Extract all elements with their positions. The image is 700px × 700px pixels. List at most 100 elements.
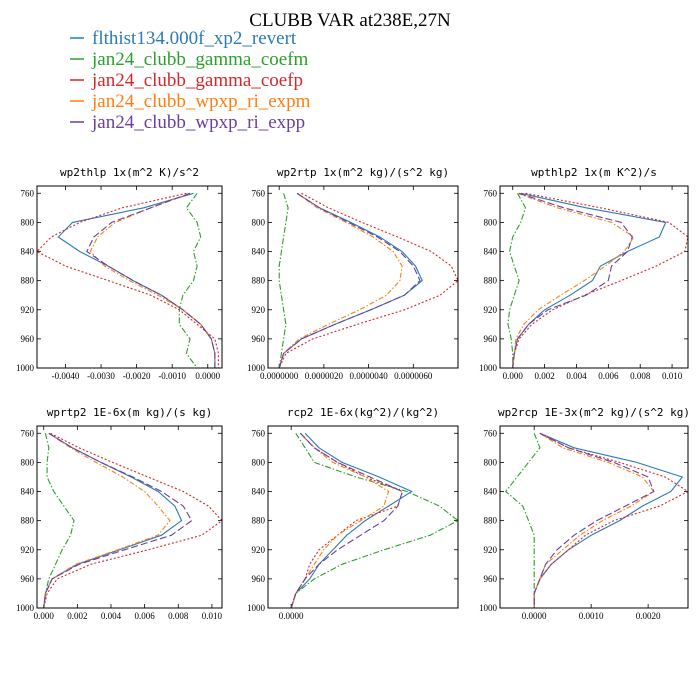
- y-tick-label: 920: [484, 545, 498, 555]
- y-tick-label: 880: [252, 516, 266, 526]
- panel-title: wpthlp2 1x(m K^2)/s: [531, 166, 657, 179]
- y-tick-label: 920: [252, 545, 266, 555]
- panel-4: wprtp2 1E-6x(m kg)/(s kg) 760 800 840 880 920…: [16, 406, 223, 621]
- y-tick-label: 880: [21, 276, 35, 286]
- legend-label-3: jan24_clubb_gamma_coefp: [91, 70, 303, 91]
- panel-5: rcp2 1E-6x(kg^2)/(kg^2) 760 800 840 880 920 96…: [247, 406, 459, 621]
- panels: wp2thlp 1x(m^2 K)/s^2 760 800 840 880 920 960 1…: [16, 166, 690, 621]
- y-tick-label: 800: [252, 457, 266, 467]
- y-tick-label: 920: [21, 545, 35, 555]
- y-tick-label: 840: [21, 247, 35, 257]
- x-tick-label: 0.0000000: [260, 371, 299, 381]
- panel-1: wp2thlp 1x(m^2 K)/s^2 760 800 840 880 920 960 1…: [16, 166, 223, 381]
- panel-title: wp2rtp 1x(m^2 kg)/(s^2 kg): [277, 166, 449, 179]
- y-tick-label: 800: [252, 217, 266, 227]
- x-tick-label: 0.002: [534, 371, 554, 381]
- series-line-2: [43, 433, 75, 608]
- x-tick-label: 0.004: [101, 611, 122, 621]
- x-tick-label: 0.0000040: [349, 371, 388, 381]
- panel-title: wp2rcp 1E-3x(m^2 kg)/(s^2 kg): [498, 406, 690, 419]
- y-tick-label: 1000: [479, 603, 498, 613]
- legend-label-5: jan24_clubb_wpxp_ri_expp: [91, 112, 305, 133]
- x-tick-label: 0.0000020: [305, 371, 344, 381]
- y-tick-label: 960: [484, 574, 498, 584]
- x-tick-label: 0.0000: [279, 611, 304, 621]
- y-tick-label: 880: [252, 276, 266, 286]
- y-tick-label: 960: [21, 334, 35, 344]
- y-tick-label: 840: [484, 247, 498, 257]
- series-line-1: [512, 192, 667, 368]
- legend: flthist134.000f_xp2_revertjan24_clubb_ga…: [70, 28, 311, 133]
- series-line-5: [278, 192, 421, 368]
- series-line-3: [37, 192, 219, 368]
- series-line-3: [43, 432, 222, 608]
- panel-title: wp2thlp 1x(m^2 K)/s^2: [60, 166, 199, 179]
- figure-title: CLUBB VAR at238E,27N: [249, 10, 451, 31]
- series-line-2: [278, 193, 289, 368]
- y-tick-label: 960: [484, 334, 498, 344]
- y-tick-label: 960: [252, 574, 266, 584]
- x-tick-label: 0.010: [662, 371, 683, 381]
- series-line-2: [507, 193, 527, 368]
- series-line-2: [290, 433, 458, 608]
- x-tick-label: 0.0000060: [394, 371, 433, 381]
- x-tick-label: 0.002: [67, 611, 87, 621]
- panel-frame: [267, 425, 459, 609]
- y-tick-label: 920: [21, 305, 35, 315]
- series-line-4: [43, 432, 171, 608]
- panel-frame: [267, 185, 459, 369]
- x-tick-label: 0.010: [202, 611, 223, 621]
- series-line-3: [278, 192, 458, 368]
- series-line-1: [290, 432, 413, 608]
- y-tick-label: 1000: [247, 363, 266, 373]
- y-tick-label: 920: [484, 305, 498, 315]
- y-tick-label: 960: [252, 334, 266, 344]
- x-tick-label: 0.000: [503, 371, 524, 381]
- x-tick-label: 0.006: [135, 611, 156, 621]
- y-tick-label: 880: [21, 516, 35, 526]
- x-tick-label: 0.0000: [522, 611, 547, 621]
- y-tick-label: 800: [21, 217, 35, 227]
- series-line-2: [178, 192, 202, 368]
- series-line-1: [43, 432, 183, 608]
- panel-6: wp2rcp 1E-3x(m^2 kg)/(s^2 kg)760 800 840 88…: [479, 406, 690, 621]
- y-tick-label: 760: [252, 428, 266, 438]
- x-tick-label: 0.0000: [195, 371, 220, 381]
- legend-label-4: jan24_clubb_wpxp_ri_expm: [91, 91, 311, 112]
- x-tick-label: 0.008: [168, 611, 189, 621]
- y-tick-label: 840: [252, 247, 266, 257]
- x-tick-label: -0.0030: [87, 371, 115, 381]
- series-line-5: [290, 432, 404, 608]
- y-tick-label: 1000: [16, 363, 35, 373]
- series-line-3: [533, 432, 688, 608]
- x-tick-label: -0.0020: [123, 371, 151, 381]
- y-tick-label: 760: [21, 188, 35, 198]
- x-tick-label: 0.0020: [636, 611, 661, 621]
- y-tick-label: 840: [21, 487, 35, 497]
- panel-frame: [499, 425, 689, 609]
- y-tick-label: 800: [484, 217, 498, 227]
- series-line-5: [43, 432, 193, 608]
- legend-label-2: jan24_clubb_gamma_coefm: [91, 49, 309, 70]
- series-line-4: [533, 432, 655, 608]
- y-tick-label: 1000: [247, 603, 266, 613]
- y-tick-label: 760: [484, 428, 498, 438]
- legend-label-1: flthist134.000f_xp2_revert: [92, 28, 297, 49]
- series-line-4: [290, 432, 390, 608]
- series-line-2: [504, 433, 541, 608]
- x-tick-label: 0.006: [598, 371, 619, 381]
- y-tick-label: 760: [21, 428, 35, 438]
- x-tick-label: -0.0010: [158, 371, 186, 381]
- x-tick-label: -0.0040: [52, 371, 80, 381]
- y-tick-label: 920: [252, 305, 266, 315]
- panel-title: rcp2 1E-6x(kg^2)/(kg^2): [287, 406, 439, 419]
- series-line-1: [57, 192, 216, 368]
- series-line-3: [290, 432, 404, 608]
- series-line-5: [86, 192, 216, 368]
- series-line-5: [533, 432, 655, 608]
- y-tick-label: 760: [484, 188, 498, 198]
- y-tick-label: 800: [21, 457, 35, 467]
- y-tick-label: 960: [21, 574, 35, 584]
- y-tick-label: 840: [484, 487, 498, 497]
